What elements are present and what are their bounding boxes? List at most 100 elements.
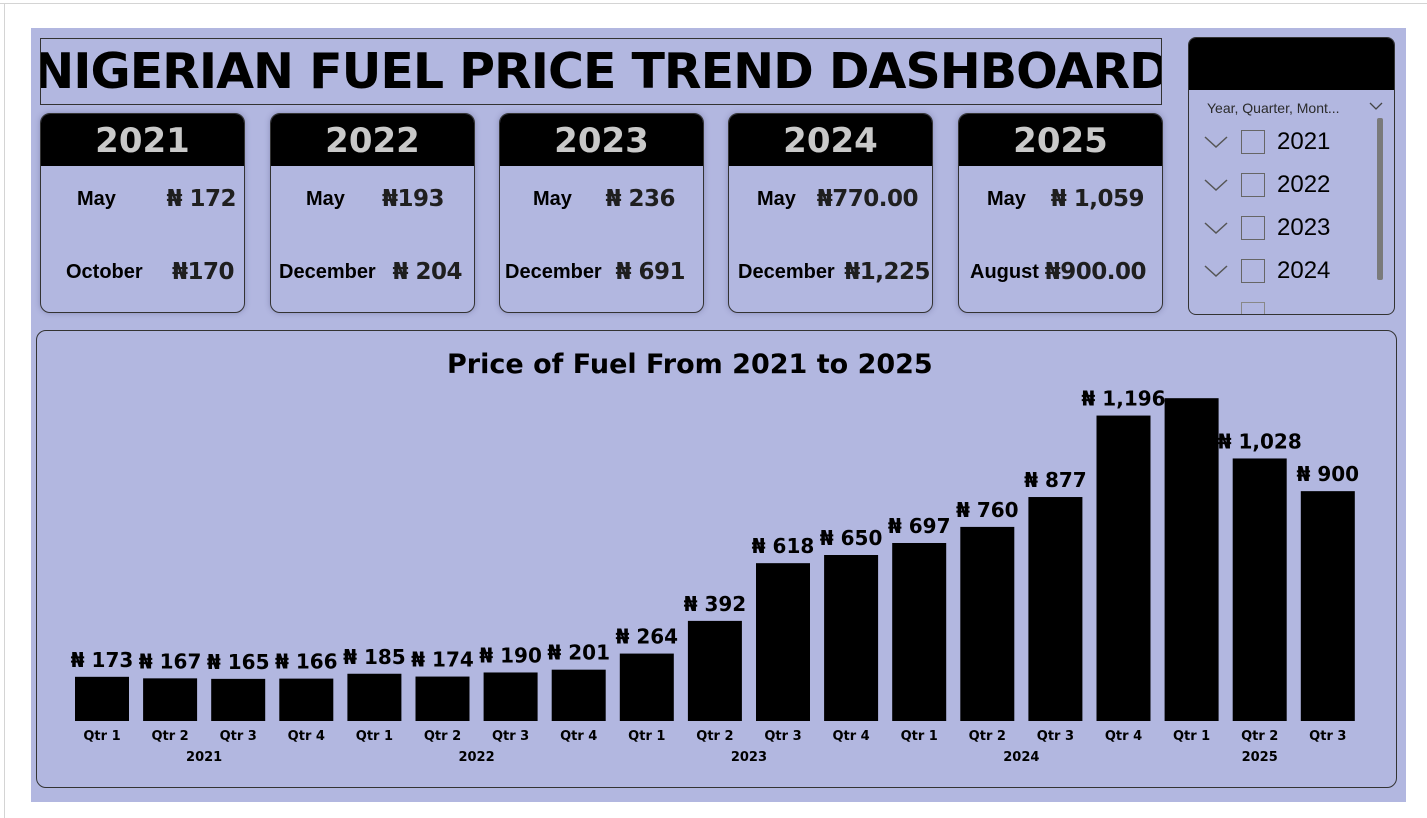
kpi-card-year: 2023 (554, 121, 649, 161)
kpi-value: ₦170 (171, 259, 235, 285)
bar (1232, 458, 1287, 721)
kpi-label: May (757, 187, 796, 210)
bar-data-label: ₦ 877 (1024, 468, 1087, 492)
kpi-value: ₦ 172 (166, 186, 236, 212)
bar-data-label: ₦ 618 (752, 534, 815, 558)
kpi-card-header: 2021 (41, 114, 244, 166)
x-group-label: 2021 (186, 750, 222, 765)
bar-data-label: ₦ 174 (411, 648, 474, 672)
kpi-label: May (306, 187, 345, 210)
x-tick-label: Qtr 2 (424, 729, 461, 744)
bar-data-label: ₦ 165 (207, 650, 270, 674)
kpi-card-2021[interactable]: 2021 May ₦ 172 October ₦170 (40, 113, 245, 313)
bar (824, 555, 879, 721)
bar-data-label: ₦ 190 (479, 643, 542, 667)
x-tick-label: Qtr 4 (1105, 729, 1142, 744)
kpi-label: December (505, 260, 602, 283)
x-group-label: 2025 (1242, 750, 1278, 765)
x-tick-label: Qtr 2 (696, 729, 733, 744)
bar (143, 678, 198, 721)
chart-title: Price of Fuel From 2021 to 2025 (447, 349, 933, 380)
bar (551, 669, 606, 721)
year-slicer[interactable]: Year, Quarter, Mont... 2021 2022 2023 20… (1188, 37, 1395, 315)
dashboard-title: NIGERIAN FUEL PRICE TREND DASHBOARD (40, 38, 1162, 105)
x-tick-label: Qtr 3 (492, 729, 529, 744)
slicer-item-label: 2024 (1277, 257, 1331, 284)
kpi-card-header: 2025 (959, 114, 1162, 166)
checkbox[interactable] (1241, 302, 1265, 314)
bar (415, 676, 470, 721)
bar-data-label: ₦ 1,196 (1081, 387, 1165, 411)
slicer-item-label: 2022 (1277, 171, 1331, 198)
window-left-border (4, 3, 5, 818)
slicer-header (1189, 38, 1394, 90)
x-group-label: 2022 (458, 750, 494, 765)
x-tick-label: Qtr 4 (832, 729, 869, 744)
slicer-item-2023[interactable]: 2023 (1203, 208, 1330, 248)
x-tick-label: Qtr 1 (1173, 729, 1210, 744)
kpi-card-header: 2023 (500, 114, 703, 166)
chevron-down-icon[interactable] (1203, 175, 1228, 195)
x-tick-label: Qtr 3 (220, 729, 257, 744)
kpi-card-2025[interactable]: 2025 May ₦ 1,059 August ₦900.00 (958, 113, 1163, 313)
x-tick-label: Qtr 3 (1037, 729, 1074, 744)
x-tick-label: Qtr 2 (1241, 729, 1278, 744)
kpi-card-year: 2024 (783, 121, 878, 161)
kpi-value: ₦1,225 (844, 259, 930, 285)
x-tick-label: Qtr 1 (628, 729, 665, 744)
bar (619, 653, 674, 721)
bar (279, 678, 334, 721)
bar-data-label: ₦ 392 (684, 592, 747, 616)
kpi-card-2023[interactable]: 2023 May ₦ 236 December ₦ 691 (499, 113, 704, 313)
bar-data-label: ₦ 1,028 (1218, 429, 1302, 453)
slicer-item-2025-partial[interactable] (1203, 294, 1265, 314)
slicer-scrollbar[interactable] (1377, 118, 1383, 280)
window-top-border (0, 3, 1427, 4)
fuel-price-chart-panel: Price of Fuel From 2021 to 2025 ₦ 173 Qtr … (36, 330, 1397, 788)
bar (960, 526, 1015, 721)
bar-data-label: ₦ 264 (615, 625, 678, 649)
bar-data-label: ₦ 166 (275, 650, 338, 674)
checkbox[interactable] (1241, 130, 1265, 154)
chevron-down-icon[interactable] (1203, 261, 1228, 281)
kpi-value: ₦ 1,059 (1050, 186, 1145, 212)
chevron-down-icon[interactable] (1369, 100, 1383, 114)
checkbox[interactable] (1241, 173, 1265, 197)
chevron-down-icon[interactable] (1203, 132, 1228, 152)
kpi-value: ₦ 204 (392, 259, 462, 285)
x-tick-label: Qtr 1 (83, 729, 120, 744)
slicer-item-2024[interactable]: 2024 (1203, 251, 1330, 291)
kpi-value: ₦900.00 (1044, 259, 1147, 285)
bar-data-label: ₦ 760 (956, 498, 1019, 522)
kpi-value: ₦193 (381, 186, 445, 212)
kpi-card-2022[interactable]: 2022 May ₦193 December ₦ 204 (270, 113, 475, 313)
bar-data-label: ₦ 173 (71, 648, 134, 672)
kpi-value: ₦ 236 (605, 186, 675, 212)
kpi-card-2024[interactable]: 2024 May ₦770.00 December ₦1,225 (728, 113, 933, 313)
bar (1300, 491, 1355, 721)
bar (347, 673, 402, 721)
x-tick-label: Qtr 2 (969, 729, 1006, 744)
checkbox[interactable] (1241, 216, 1265, 240)
kpi-value: ₦770.00 (816, 186, 919, 212)
x-tick-label: Qtr 2 (151, 729, 188, 744)
bar (1096, 415, 1151, 721)
x-group-label: 2023 (731, 750, 767, 765)
kpi-label: December (279, 260, 376, 283)
slicer-item-2022[interactable]: 2022 (1203, 165, 1330, 205)
slicer-item-2021[interactable]: 2021 (1203, 122, 1330, 162)
kpi-card-year: 2022 (325, 121, 420, 161)
fuel-price-bar-chart: Price of Fuel From 2021 to 2025 ₦ 173 Qtr … (71, 349, 1359, 765)
bar (75, 676, 129, 721)
kpi-card-header: 2022 (271, 114, 474, 166)
x-tick-label: Qtr 1 (356, 729, 393, 744)
bar-data-label: ₦ 167 (139, 649, 202, 673)
kpi-card-header: 2024 (729, 114, 932, 166)
chevron-down-icon[interactable] (1203, 218, 1228, 238)
kpi-label: August (970, 260, 1039, 283)
kpi-label: October (66, 260, 143, 283)
x-tick-label: Qtr 3 (1309, 729, 1346, 744)
bar (211, 678, 266, 721)
checkbox[interactable] (1241, 259, 1265, 283)
bar-data-label: ₦ 697 (888, 514, 951, 538)
